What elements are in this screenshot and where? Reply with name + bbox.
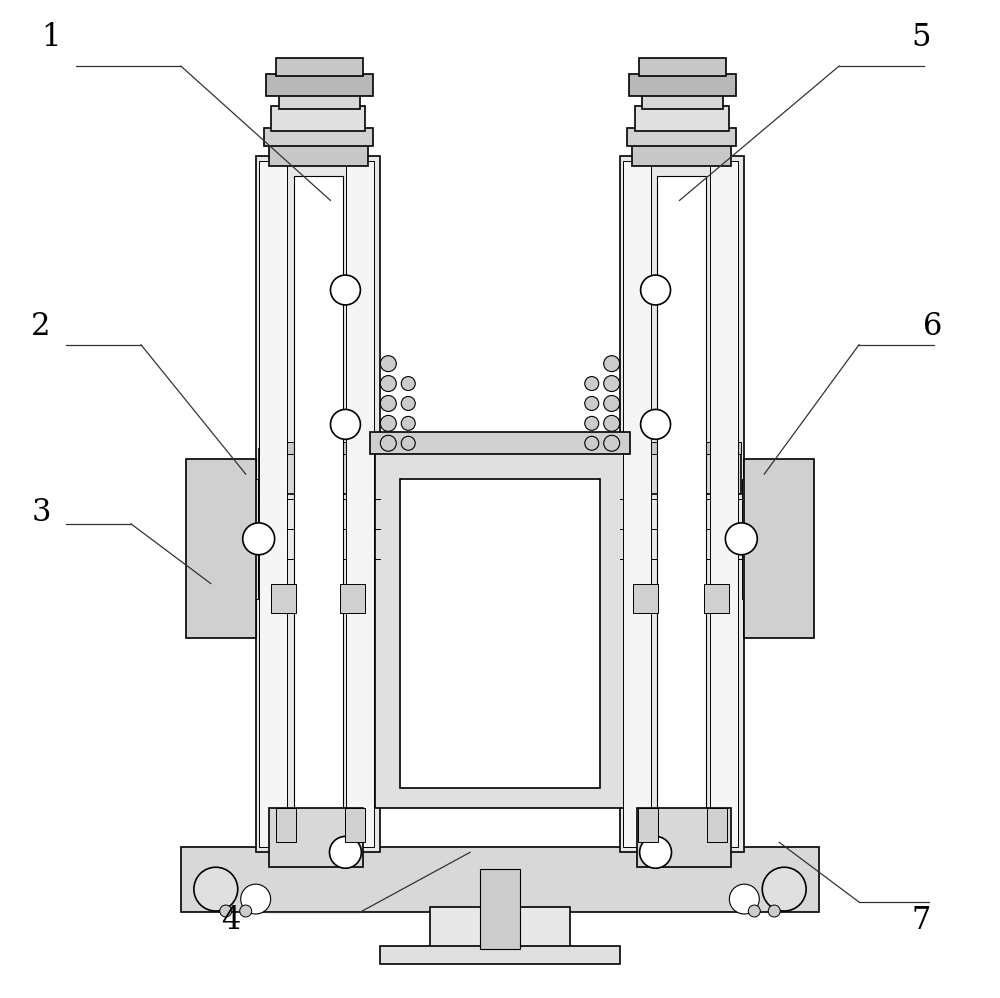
Bar: [264, 128, 373, 146]
Bar: [623, 161, 651, 847]
Bar: [710, 161, 738, 847]
Bar: [642, 94, 723, 109]
Bar: [181, 847, 819, 912]
Circle shape: [401, 436, 415, 450]
Bar: [744, 459, 814, 639]
Circle shape: [330, 409, 360, 439]
Circle shape: [604, 375, 620, 391]
Bar: [276, 58, 363, 76]
Text: 1: 1: [41, 22, 61, 53]
Bar: [742, 479, 774, 599]
Text: 7: 7: [912, 905, 931, 936]
Bar: [259, 449, 741, 494]
Bar: [627, 128, 736, 146]
Bar: [226, 479, 258, 599]
Bar: [269, 807, 363, 867]
Circle shape: [194, 867, 238, 911]
Bar: [480, 869, 520, 949]
Bar: [186, 459, 256, 639]
Bar: [271, 584, 296, 614]
Bar: [639, 58, 726, 76]
Circle shape: [604, 395, 620, 411]
Bar: [430, 907, 570, 952]
Circle shape: [604, 435, 620, 451]
Circle shape: [585, 436, 599, 450]
Bar: [635, 106, 729, 131]
Text: 3: 3: [31, 497, 51, 528]
Text: 6: 6: [923, 310, 942, 341]
Bar: [276, 807, 296, 842]
Circle shape: [585, 376, 599, 390]
Bar: [629, 74, 736, 96]
Circle shape: [725, 523, 757, 555]
Circle shape: [762, 867, 806, 911]
Bar: [259, 442, 741, 454]
Circle shape: [329, 836, 361, 868]
Circle shape: [330, 275, 360, 305]
Circle shape: [401, 396, 415, 410]
Circle shape: [380, 415, 396, 431]
Circle shape: [604, 415, 620, 431]
Bar: [380, 946, 620, 964]
Bar: [633, 584, 658, 614]
Bar: [707, 807, 727, 842]
Circle shape: [585, 416, 599, 430]
Bar: [259, 161, 287, 847]
Bar: [632, 141, 731, 166]
Bar: [657, 176, 706, 842]
Bar: [266, 74, 373, 96]
Circle shape: [641, 275, 671, 305]
Circle shape: [640, 836, 672, 868]
Circle shape: [641, 409, 671, 439]
Circle shape: [380, 355, 396, 371]
Text: 5: 5: [912, 22, 931, 53]
Bar: [256, 156, 380, 852]
Circle shape: [401, 376, 415, 390]
Circle shape: [401, 416, 415, 430]
Bar: [704, 584, 729, 614]
Circle shape: [240, 905, 252, 917]
Text: 4: 4: [221, 905, 240, 936]
Circle shape: [729, 884, 759, 914]
Bar: [345, 807, 365, 842]
Bar: [375, 449, 625, 807]
Text: 2: 2: [31, 310, 51, 341]
Circle shape: [604, 355, 620, 371]
Circle shape: [748, 905, 760, 917]
Bar: [620, 156, 744, 852]
Bar: [400, 479, 600, 787]
Bar: [269, 141, 368, 166]
Circle shape: [585, 396, 599, 410]
Circle shape: [380, 435, 396, 451]
Bar: [346, 161, 374, 847]
Circle shape: [380, 375, 396, 391]
Circle shape: [241, 884, 271, 914]
Circle shape: [380, 395, 396, 411]
Circle shape: [768, 905, 780, 917]
Bar: [294, 176, 343, 842]
Bar: [638, 807, 658, 842]
Bar: [340, 584, 365, 614]
Bar: [279, 94, 360, 109]
Bar: [271, 106, 365, 131]
Circle shape: [220, 905, 232, 917]
Bar: [637, 807, 731, 867]
Circle shape: [243, 523, 275, 555]
Bar: [370, 432, 630, 454]
